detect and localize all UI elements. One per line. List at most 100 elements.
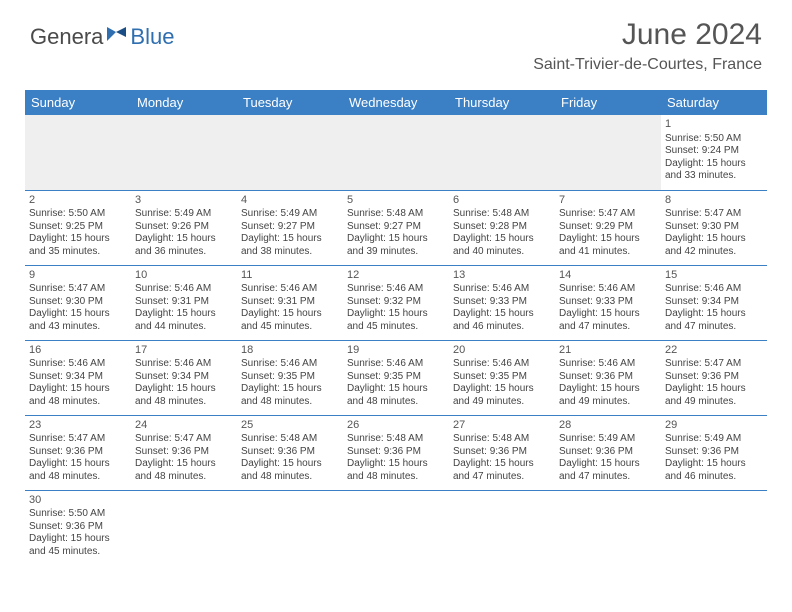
daylight-line: Daylight: 15 hours and 48 minutes. <box>241 458 339 483</box>
sunset-line: Sunset: 9:36 PM <box>347 446 445 459</box>
daylight-line: Daylight: 15 hours and 41 minutes. <box>559 233 657 258</box>
calendar-day: 7Sunrise: 5:47 AMSunset: 9:29 PMDaylight… <box>555 190 661 265</box>
calendar-day: 2Sunrise: 5:50 AMSunset: 9:25 PMDaylight… <box>25 190 131 265</box>
sunset-line: Sunset: 9:25 PM <box>29 221 127 234</box>
daylight-line: Daylight: 15 hours and 38 minutes. <box>241 233 339 258</box>
day-number: 15 <box>665 269 763 283</box>
calendar-week: 1Sunrise: 5:50 AMSunset: 9:24 PMDaylight… <box>25 115 767 190</box>
calendar-day: 18Sunrise: 5:46 AMSunset: 9:35 PMDayligh… <box>237 340 343 415</box>
day-header: Sunday <box>25 90 131 115</box>
sunrise-line: Sunrise: 5:46 AM <box>559 358 657 371</box>
calendar-day-empty <box>343 490 449 565</box>
day-header: Friday <box>555 90 661 115</box>
calendar-day: 8Sunrise: 5:47 AMSunset: 9:30 PMDaylight… <box>661 190 767 265</box>
logo-text-general: Genera <box>30 24 103 50</box>
sunset-line: Sunset: 9:36 PM <box>559 371 657 384</box>
day-number: 24 <box>135 419 233 433</box>
sunset-line: Sunset: 9:36 PM <box>29 521 127 534</box>
sunset-line: Sunset: 9:30 PM <box>29 296 127 309</box>
calendar-table: SundayMondayTuesdayWednesdayThursdayFrid… <box>25 90 767 565</box>
daylight-line: Daylight: 15 hours and 48 minutes. <box>241 383 339 408</box>
calendar-day: 15Sunrise: 5:46 AMSunset: 9:34 PMDayligh… <box>661 265 767 340</box>
sunset-line: Sunset: 9:36 PM <box>665 446 763 459</box>
sunrise-line: Sunrise: 5:47 AM <box>665 208 763 221</box>
daylight-line: Daylight: 15 hours and 49 minutes. <box>559 383 657 408</box>
calendar-week: 16Sunrise: 5:46 AMSunset: 9:34 PMDayligh… <box>25 340 767 415</box>
sunrise-line: Sunrise: 5:50 AM <box>29 508 127 521</box>
sunset-line: Sunset: 9:34 PM <box>665 296 763 309</box>
calendar-day-empty <box>661 490 767 565</box>
calendar-day: 11Sunrise: 5:46 AMSunset: 9:31 PMDayligh… <box>237 265 343 340</box>
daylight-line: Daylight: 15 hours and 46 minutes. <box>453 308 551 333</box>
calendar-week: 23Sunrise: 5:47 AMSunset: 9:36 PMDayligh… <box>25 415 767 490</box>
daylight-line: Daylight: 15 hours and 48 minutes. <box>347 383 445 408</box>
sunrise-line: Sunrise: 5:49 AM <box>135 208 233 221</box>
calendar-week: 9Sunrise: 5:47 AMSunset: 9:30 PMDaylight… <box>25 265 767 340</box>
day-number: 14 <box>559 269 657 283</box>
daylight-line: Daylight: 15 hours and 45 minutes. <box>347 308 445 333</box>
daylight-line: Daylight: 15 hours and 48 minutes. <box>135 458 233 483</box>
sunset-line: Sunset: 9:36 PM <box>135 446 233 459</box>
calendar-day: 3Sunrise: 5:49 AMSunset: 9:26 PMDaylight… <box>131 190 237 265</box>
sunset-line: Sunset: 9:34 PM <box>135 371 233 384</box>
day-header: Monday <box>131 90 237 115</box>
sunrise-line: Sunrise: 5:46 AM <box>135 283 233 296</box>
daylight-line: Daylight: 15 hours and 45 minutes. <box>241 308 339 333</box>
sunset-line: Sunset: 9:35 PM <box>241 371 339 384</box>
day-number: 30 <box>29 494 127 508</box>
day-number: 9 <box>29 269 127 283</box>
sunset-line: Sunset: 9:27 PM <box>347 221 445 234</box>
sunset-line: Sunset: 9:36 PM <box>453 446 551 459</box>
sunrise-line: Sunrise: 5:49 AM <box>559 433 657 446</box>
sunrise-line: Sunrise: 5:46 AM <box>135 358 233 371</box>
sunset-line: Sunset: 9:31 PM <box>241 296 339 309</box>
daylight-line: Daylight: 15 hours and 47 minutes. <box>559 458 657 483</box>
day-number: 27 <box>453 419 551 433</box>
sunset-line: Sunset: 9:34 PM <box>29 371 127 384</box>
day-number: 29 <box>665 419 763 433</box>
daylight-line: Daylight: 15 hours and 44 minutes. <box>135 308 233 333</box>
day-number: 3 <box>135 194 233 208</box>
day-header: Thursday <box>449 90 555 115</box>
day-number: 8 <box>665 194 763 208</box>
calendar-day: 10Sunrise: 5:46 AMSunset: 9:31 PMDayligh… <box>131 265 237 340</box>
calendar-day: 17Sunrise: 5:46 AMSunset: 9:34 PMDayligh… <box>131 340 237 415</box>
daylight-line: Daylight: 15 hours and 39 minutes. <box>347 233 445 258</box>
sunset-line: Sunset: 9:35 PM <box>347 371 445 384</box>
day-number: 18 <box>241 344 339 358</box>
sunrise-line: Sunrise: 5:50 AM <box>29 208 127 221</box>
calendar-day: 1Sunrise: 5:50 AMSunset: 9:24 PMDaylight… <box>661 115 767 190</box>
daylight-line: Daylight: 15 hours and 48 minutes. <box>29 383 127 408</box>
sunrise-line: Sunrise: 5:46 AM <box>347 358 445 371</box>
day-number: 1 <box>665 118 763 132</box>
calendar-day: 16Sunrise: 5:46 AMSunset: 9:34 PMDayligh… <box>25 340 131 415</box>
sunrise-line: Sunrise: 5:47 AM <box>665 358 763 371</box>
daylight-line: Daylight: 15 hours and 40 minutes. <box>453 233 551 258</box>
day-number: 17 <box>135 344 233 358</box>
sunrise-line: Sunrise: 5:46 AM <box>347 283 445 296</box>
day-number: 25 <box>241 419 339 433</box>
day-number: 13 <box>453 269 551 283</box>
calendar-day: 20Sunrise: 5:46 AMSunset: 9:35 PMDayligh… <box>449 340 555 415</box>
day-number: 22 <box>665 344 763 358</box>
day-number: 10 <box>135 269 233 283</box>
calendar-day-empty <box>25 115 131 190</box>
calendar-day: 25Sunrise: 5:48 AMSunset: 9:36 PMDayligh… <box>237 415 343 490</box>
day-number: 28 <box>559 419 657 433</box>
header: Genera Blue June 2024 Saint-Trivier-de-C… <box>0 0 792 82</box>
sunrise-line: Sunrise: 5:47 AM <box>135 433 233 446</box>
calendar-day-empty <box>449 490 555 565</box>
sunrise-line: Sunrise: 5:46 AM <box>241 358 339 371</box>
sunset-line: Sunset: 9:36 PM <box>559 446 657 459</box>
calendar-day: 30Sunrise: 5:50 AMSunset: 9:36 PMDayligh… <box>25 490 131 565</box>
sunrise-line: Sunrise: 5:48 AM <box>241 433 339 446</box>
sunrise-line: Sunrise: 5:46 AM <box>241 283 339 296</box>
day-header: Tuesday <box>237 90 343 115</box>
day-header: Saturday <box>661 90 767 115</box>
sunset-line: Sunset: 9:28 PM <box>453 221 551 234</box>
sunset-line: Sunset: 9:36 PM <box>241 446 339 459</box>
sunset-line: Sunset: 9:26 PM <box>135 221 233 234</box>
calendar-week: 30Sunrise: 5:50 AMSunset: 9:36 PMDayligh… <box>25 490 767 565</box>
daylight-line: Daylight: 15 hours and 49 minutes. <box>453 383 551 408</box>
day-number: 2 <box>29 194 127 208</box>
